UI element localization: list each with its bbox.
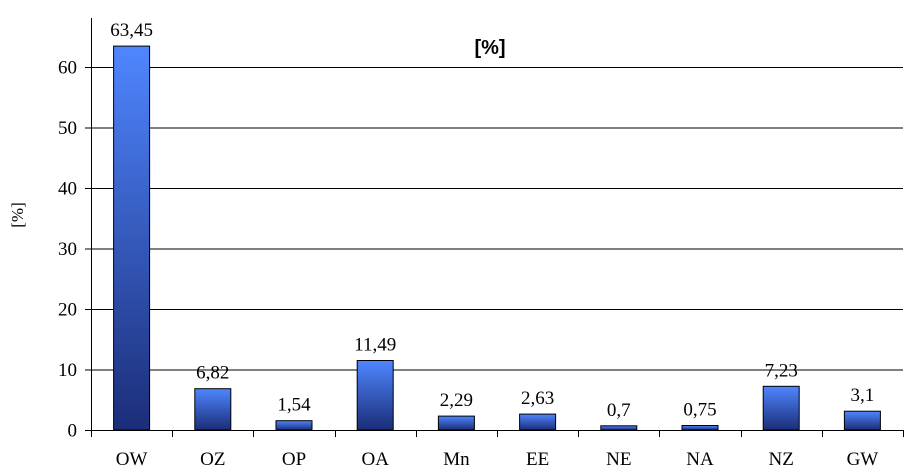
x-tick-label: OW — [116, 449, 148, 470]
x-tick-label: NE — [606, 449, 631, 470]
x-tick-label: NZ — [769, 449, 794, 470]
data-label: 2,63 — [521, 388, 554, 409]
bar — [437, 415, 475, 431]
y-tick-label: 30 — [58, 239, 77, 260]
x-tick-label: OZ — [200, 449, 225, 470]
bar — [113, 45, 151, 431]
y-tick-label: 20 — [58, 300, 77, 321]
y-tick-label: 10 — [58, 360, 77, 381]
x-tick-label: GW — [847, 449, 879, 470]
data-label: 6,82 — [196, 363, 229, 384]
x-tick-label: OP — [282, 449, 306, 470]
bar — [843, 410, 881, 431]
data-label: 7,23 — [765, 360, 798, 381]
gridlines — [91, 67, 903, 371]
x-tick-label: OA — [361, 449, 389, 470]
y-tick-label: 0 — [68, 421, 78, 442]
data-label: 0,75 — [683, 400, 716, 421]
y-tick-label: 50 — [58, 118, 77, 139]
data-label: 1,54 — [277, 395, 311, 416]
bar — [275, 420, 313, 431]
bar — [600, 425, 638, 431]
y-axis-label: [%] — [8, 202, 27, 227]
data-label: 63,45 — [110, 20, 153, 41]
x-tick-label: Mn — [443, 449, 470, 470]
data-label: 0,7 — [607, 400, 631, 421]
x-tick-label: EE — [526, 449, 549, 470]
y-tick-label: 60 — [58, 58, 77, 79]
bar — [762, 385, 800, 431]
data-labels: 63,45 6,82 1,54 11,49 2,29 2,63 0,7 0,75 7,23 3,1 — [110, 20, 874, 421]
y-tick-label: 40 — [58, 179, 77, 200]
x-tick-label: NA — [686, 449, 714, 470]
bar — [519, 413, 557, 431]
bar — [681, 425, 719, 431]
data-label: 11,49 — [354, 335, 396, 356]
bars — [113, 45, 881, 431]
data-label: 3,1 — [851, 385, 875, 406]
data-label: 2,29 — [440, 390, 473, 411]
bar — [356, 360, 394, 431]
bar — [194, 388, 232, 431]
chart-title: [%] — [474, 37, 505, 59]
